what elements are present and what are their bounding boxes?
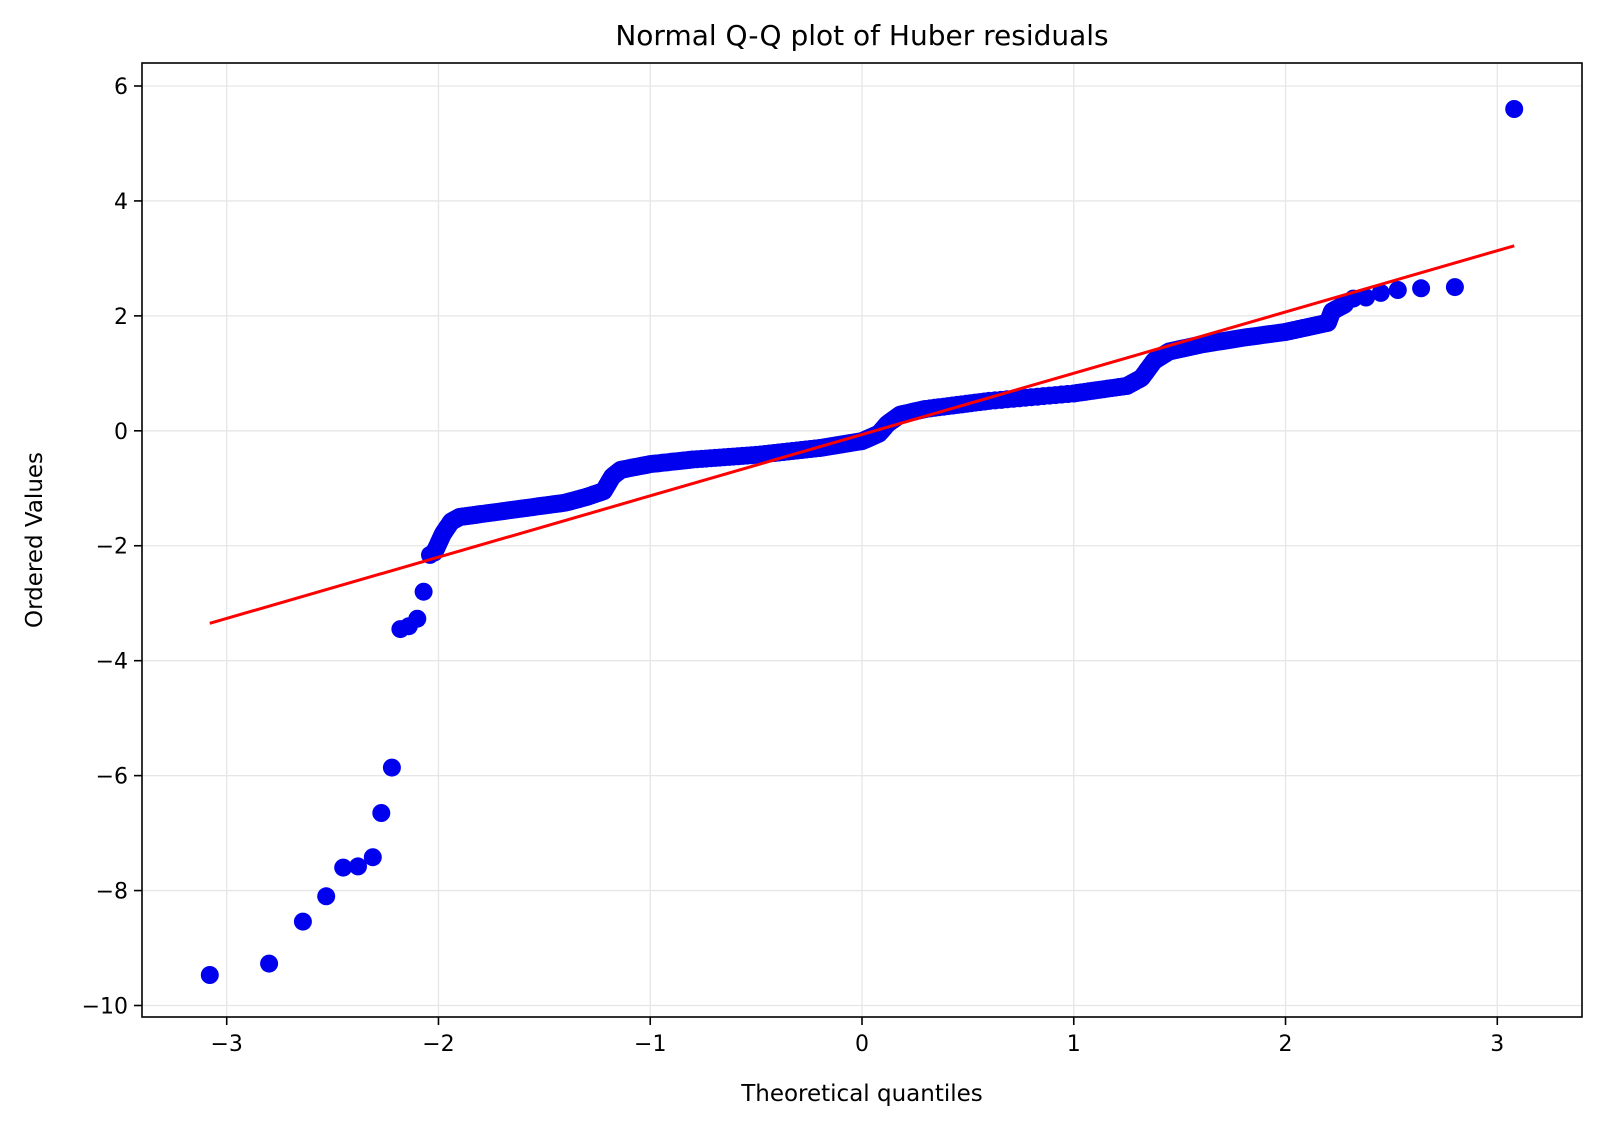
data-point <box>1357 288 1375 307</box>
data-point <box>293 912 312 931</box>
x-tick-label: −2 <box>422 1032 454 1057</box>
y-tick-label: 2 <box>114 305 128 330</box>
chart-title: Normal Q-Q plot of Huber residuals <box>615 19 1108 52</box>
x-tick-label: 0 <box>855 1032 869 1057</box>
data-point <box>317 887 336 906</box>
y-tick-label: −10 <box>82 995 128 1020</box>
y-tick-label: 4 <box>114 190 128 215</box>
x-tick-label: −3 <box>210 1032 242 1057</box>
y-tick-label: −4 <box>96 650 128 675</box>
fit-line-layer <box>209 244 1515 625</box>
data-point <box>363 848 382 867</box>
x-tick-label: 1 <box>1067 1032 1081 1057</box>
data-point <box>1445 278 1464 297</box>
data-point <box>1388 281 1407 299</box>
y-tick-label: −6 <box>96 765 128 790</box>
y-tick-label: −8 <box>96 880 128 905</box>
x-tick-label: 3 <box>1490 1032 1504 1057</box>
x-tick-label: 2 <box>1279 1032 1293 1057</box>
data-point <box>1412 279 1431 298</box>
data-point <box>260 954 279 973</box>
fit-line <box>209 244 1515 625</box>
x-tick-label: −1 <box>634 1032 666 1057</box>
y-axis: −10 −8 −6 −4 −2 0 2 4 6 <box>82 75 142 1020</box>
data-point <box>408 609 427 628</box>
data-point <box>200 966 219 984</box>
y-tick-label: 6 <box>114 75 128 100</box>
data-point <box>382 758 401 777</box>
data-point <box>1505 100 1524 118</box>
data-point <box>349 857 367 876</box>
data-point <box>334 858 353 877</box>
x-axis: −3 −2 −1 0 1 2 3 <box>210 1017 1504 1057</box>
y-tick-label: 0 <box>114 420 128 445</box>
y-axis-label: Ordered Values <box>22 452 48 628</box>
x-axis-label: Theoretical quantiles <box>740 1081 983 1107</box>
y-tick-label: −2 <box>96 535 128 560</box>
data-point <box>1371 283 1390 302</box>
data-point <box>372 804 391 822</box>
data-point <box>414 582 433 601</box>
